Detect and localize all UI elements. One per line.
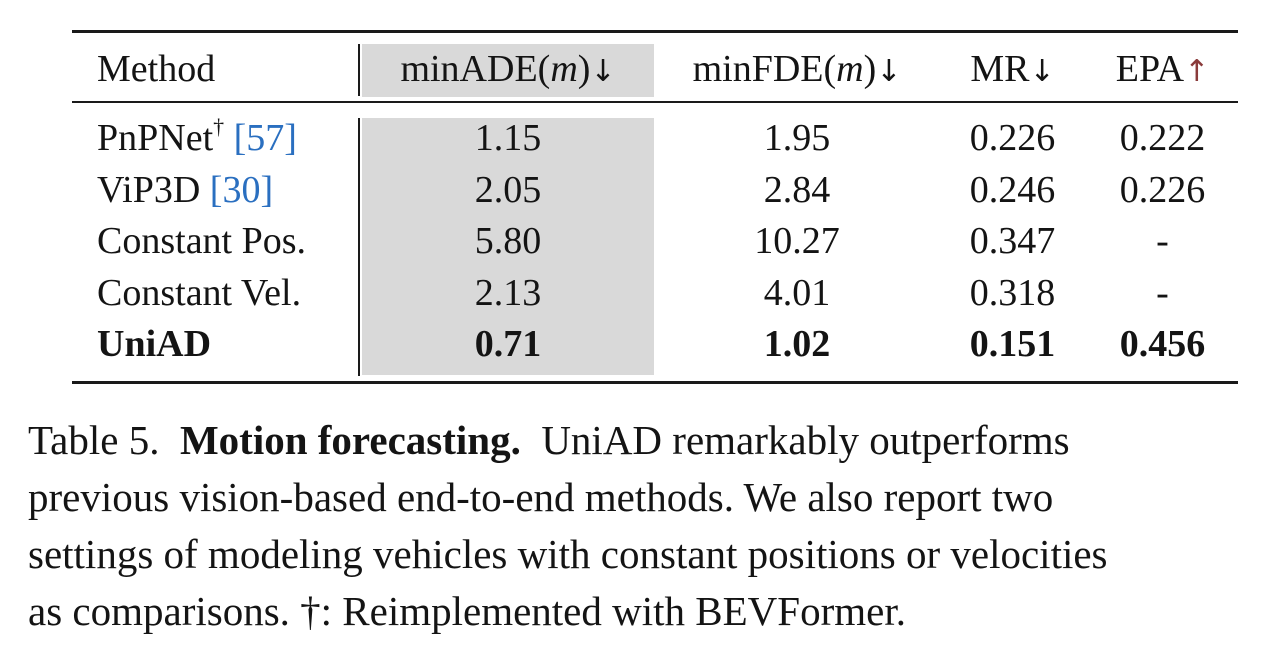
down-arrow-icon: ↓	[590, 54, 616, 89]
table-cell-epa: 0.226	[1119, 169, 1206, 211]
table-cell-epa: 0.222	[1119, 117, 1206, 159]
citation-link[interactable]: [57]	[233, 117, 297, 159]
highlight-column-body	[362, 118, 654, 375]
citation-link[interactable]: [30]	[209, 169, 274, 211]
dagger-mark: †	[213, 114, 225, 139]
table-cell-mr: 0.347	[969, 220, 1056, 262]
column-separator-header	[358, 44, 360, 96]
caption-label: Table 5.	[28, 417, 160, 463]
table-cell-minade: 1.15	[474, 117, 542, 159]
table-cell-mr: 0.226	[969, 117, 1056, 159]
table-cell-minfde: 2.84	[763, 169, 831, 211]
header-minade: minADE(m)↓	[400, 48, 616, 90]
table-row-method: PnPNet† [57]	[97, 114, 297, 160]
table-cell-minade: 5.80	[474, 220, 542, 262]
table-cell-minfde: 1.95	[763, 117, 831, 159]
table-cell-minfde: 4.01	[763, 272, 831, 314]
table-cell-mr: 0.246	[969, 169, 1056, 211]
table-cell-minfde: 1.02	[763, 323, 831, 365]
down-arrow-icon: ↓	[876, 54, 902, 89]
table-cell-minade: 0.71	[474, 323, 542, 365]
table-top-rule	[72, 30, 1238, 33]
table-cell-epa: -	[1156, 272, 1169, 314]
header-minfde: minFDE(m)↓	[692, 48, 902, 90]
table-cell-minade: 2.13	[474, 272, 542, 314]
table-cell-minfde: 10.27	[754, 220, 840, 262]
down-arrow-icon: ↓	[1029, 54, 1055, 89]
caption-line-4: as comparisons. †: Reimplemented with BE…	[28, 588, 906, 634]
table-cell-mr: 0.151	[969, 323, 1056, 365]
table-bottom-rule	[72, 381, 1238, 384]
table-caption: Table 5. Motion forecasting. UniAD remar…	[28, 412, 1280, 640]
caption-title: Motion forecasting.	[179, 417, 521, 463]
table-cell-epa: 0.456	[1119, 323, 1206, 365]
caption-line-1: Table 5. Motion forecasting. UniAD remar…	[28, 417, 1070, 463]
up-arrow-icon: ↑	[1184, 54, 1210, 89]
header-method: Method	[97, 48, 216, 90]
column-separator-body	[358, 118, 360, 376]
caption-line-2: previous vision-based end-to-end methods…	[28, 474, 1054, 520]
table-row-method: Constant Vel.	[97, 272, 302, 314]
caption-line-3: settings of modeling vehicles with const…	[28, 531, 1108, 577]
table-row-method: ViP3D [30]	[97, 169, 274, 211]
table-row-method: UniAD	[97, 323, 212, 365]
highlight-column-header	[362, 44, 654, 97]
table-cell-minade: 2.05	[474, 169, 542, 211]
header-mr: MR↓	[970, 48, 1055, 90]
table-header-rule	[72, 101, 1238, 103]
table-row-method: Constant Pos.	[97, 220, 307, 262]
table-cell-epa: -	[1156, 220, 1169, 262]
table-cell-mr: 0.318	[969, 272, 1056, 314]
header-epa: EPA↑	[1115, 48, 1210, 90]
